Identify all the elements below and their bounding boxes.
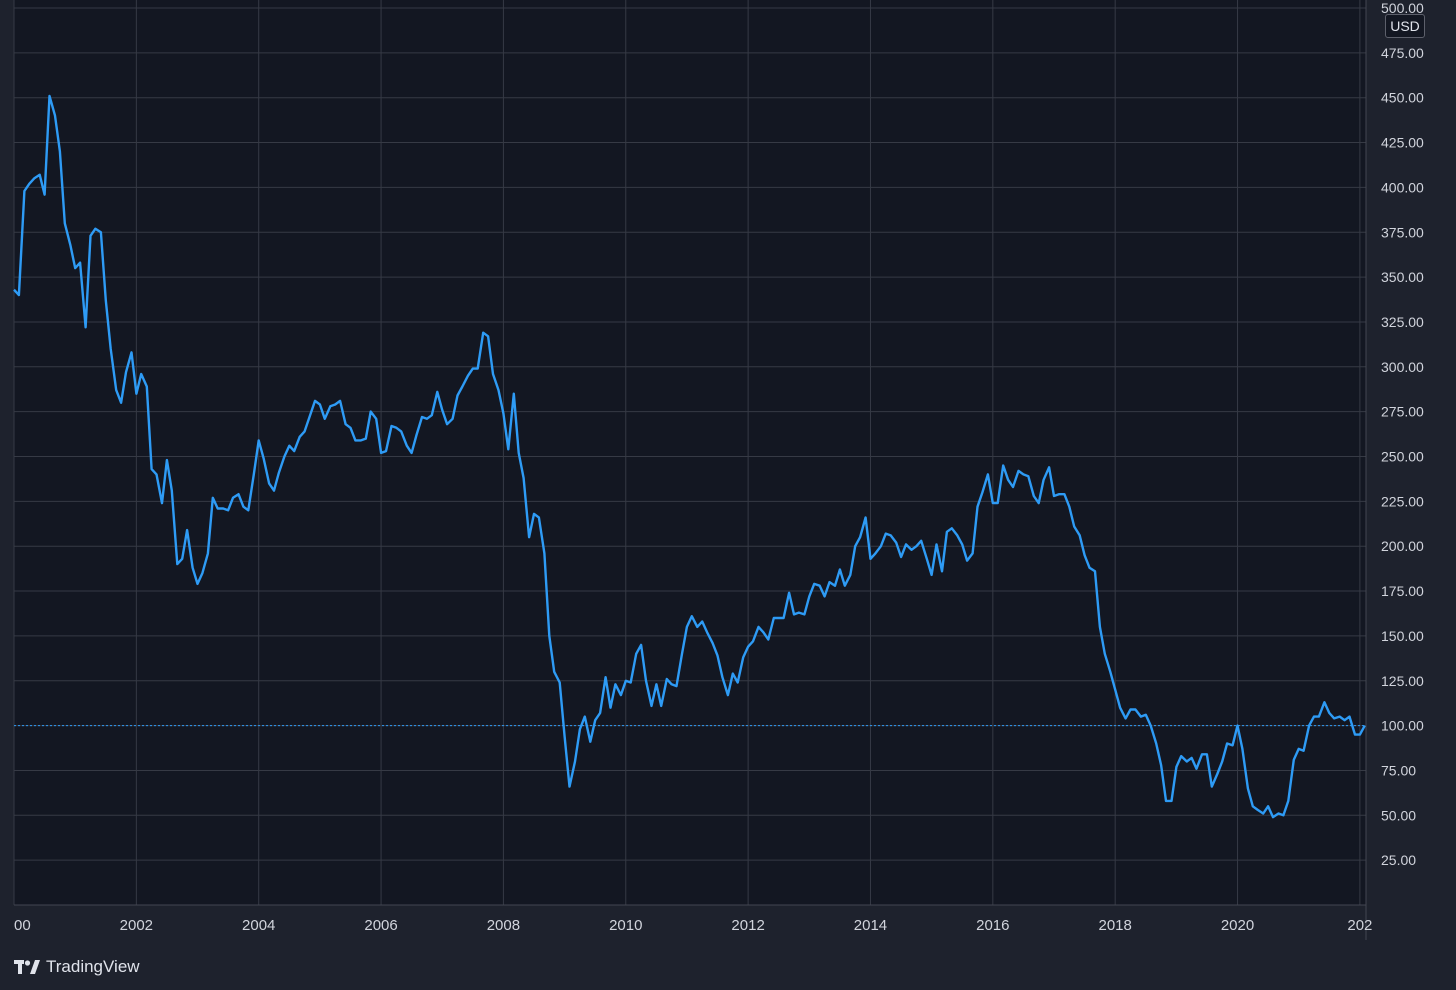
- x-tick-label: 2018: [1098, 917, 1131, 934]
- x-tick-label: 2014: [854, 917, 887, 934]
- y-tick-label: 250.00: [1381, 449, 1424, 465]
- x-tick-label: 202: [1347, 917, 1372, 934]
- x-tick-label: 2010: [609, 917, 642, 934]
- vertical-gridlines: [13, 0, 1361, 905]
- price-axis-labels: 25.00 50.00 75.00 100.00 125.00 150.00 175.00 2…: [1381, 0, 1424, 868]
- horizontal-gridlines: [14, 7, 1366, 861]
- x-tick-label: 2012: [731, 917, 764, 934]
- x-tick-label: 2006: [364, 917, 397, 934]
- time-axis-labels: 00 2002 2004 2006 2008 2010 2012 2014 2016 2018 20…: [14, 917, 1372, 934]
- price-series-line: [13, 94, 1366, 819]
- y-tick-label: 175.00: [1381, 583, 1424, 599]
- y-tick-label: 25.00: [1381, 852, 1416, 868]
- y-tick-label: 325.00: [1381, 314, 1424, 330]
- y-tick-label: 400.00: [1381, 179, 1424, 195]
- x-tick-label: 00: [14, 917, 31, 934]
- y-tick-label: 75.00: [1381, 762, 1416, 778]
- y-tick-label: 200.00: [1381, 538, 1424, 554]
- y-tick-label: 100.00: [1381, 718, 1424, 734]
- y-tick-label: 350.00: [1381, 269, 1424, 285]
- y-tick-label: 425.00: [1381, 135, 1424, 151]
- x-tick-label: 2008: [487, 917, 520, 934]
- y-tick-label: 300.00: [1381, 359, 1424, 375]
- plot-area: [14, 0, 1366, 905]
- y-tick-label: 450.00: [1381, 90, 1424, 106]
- y-tick-label: 150.00: [1381, 628, 1424, 644]
- y-tick-label: 475.00: [1381, 45, 1424, 61]
- tradingview-watermark[interactable]: TradingView: [14, 956, 140, 978]
- x-tick-label: 2020: [1221, 917, 1254, 934]
- y-tick-label: 500.00: [1381, 0, 1424, 16]
- x-tick-label: 2016: [976, 917, 1009, 934]
- y-tick-label: 125.00: [1381, 673, 1424, 689]
- x-tick-label: 2002: [120, 917, 153, 934]
- y-tick-label: 50.00: [1381, 807, 1416, 823]
- y-tick-label: 225.00: [1381, 493, 1424, 509]
- tradingview-logo-icon: [14, 960, 40, 974]
- x-tick-label: 2004: [242, 917, 275, 934]
- tradingview-brand-text: TradingView: [46, 957, 140, 976]
- currency-badge[interactable]: USD: [1385, 14, 1425, 38]
- y-tick-label: 275.00: [1381, 404, 1424, 420]
- y-tick-label: 375.00: [1381, 224, 1424, 240]
